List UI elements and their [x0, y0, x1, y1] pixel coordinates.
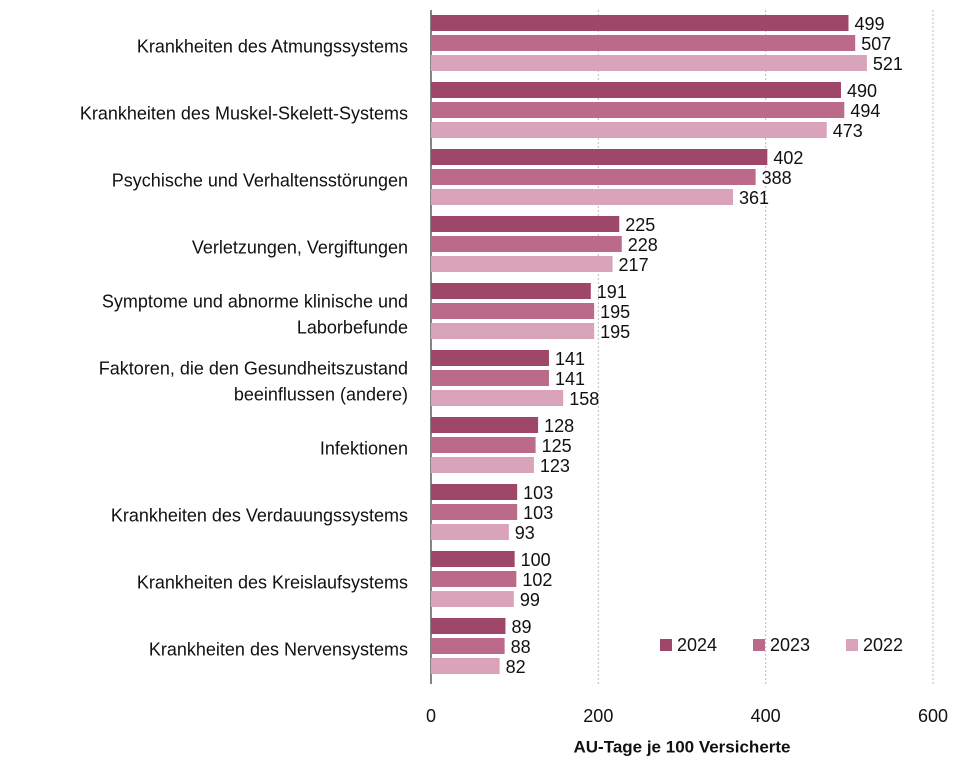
value-label: 141 [555, 369, 585, 389]
bar [431, 303, 595, 319]
value-label: 93 [515, 523, 535, 543]
bar [431, 122, 827, 138]
bar [431, 591, 514, 607]
value-label: 100 [521, 550, 551, 570]
y-tick-label: Laborbefunde [297, 317, 408, 337]
value-label: 388 [762, 168, 792, 188]
bar [431, 256, 613, 272]
bar [431, 189, 734, 205]
bar [431, 283, 591, 299]
bar [431, 323, 595, 339]
value-label: 473 [833, 121, 863, 141]
bar [431, 618, 506, 634]
bar [431, 437, 536, 453]
y-tick-label: Symptome und abnorme klinische und [102, 291, 408, 311]
value-label: 191 [597, 282, 627, 302]
value-label: 128 [544, 416, 574, 436]
y-tick-label: beeinflussen (andere) [234, 384, 408, 404]
legend-swatch [846, 639, 858, 651]
value-label: 494 [850, 101, 880, 121]
bar [431, 102, 845, 118]
legend-label: 2024 [677, 635, 717, 655]
y-tick-label: Krankheiten des Muskel-Skelett-Systems [80, 103, 408, 123]
value-label: 361 [739, 188, 769, 208]
bar [431, 390, 564, 406]
y-tick-label: Krankheiten des Atmungssystems [137, 36, 408, 56]
y-tick-label: Psychische und Verhaltensstörungen [112, 170, 408, 190]
value-label: 82 [506, 657, 526, 677]
bar [431, 484, 518, 500]
bar [431, 551, 515, 567]
value-label: 521 [873, 54, 903, 74]
value-label: 88 [511, 637, 531, 657]
bar [431, 236, 622, 252]
bar [431, 35, 856, 51]
bar [431, 82, 841, 98]
bar [431, 658, 500, 674]
x-tick-label: 400 [751, 706, 781, 726]
bar [431, 417, 539, 433]
value-label: 195 [600, 302, 630, 322]
x-tick-label: 600 [918, 706, 948, 726]
bar [431, 149, 768, 165]
y-tick-label: Faktoren, die den Gesundheitszustand [99, 358, 408, 378]
bar [431, 457, 534, 473]
legend-swatch [660, 639, 672, 651]
x-tick-label: 200 [583, 706, 613, 726]
legend-label: 2022 [863, 635, 903, 655]
bar [431, 15, 849, 31]
value-label: 141 [555, 349, 585, 369]
x-tick-label: 0 [426, 706, 436, 726]
bar [431, 524, 509, 540]
y-tick-label: Krankheiten des Nervensystems [149, 639, 408, 659]
y-tick-label: Infektionen [320, 438, 408, 458]
bar [431, 504, 518, 520]
bar [431, 169, 756, 185]
value-label: 102 [522, 570, 552, 590]
bar [431, 638, 505, 654]
bar [431, 216, 620, 232]
value-label: 103 [523, 503, 553, 523]
bar [431, 571, 517, 587]
bar [431, 370, 549, 386]
y-tick-label: Verletzungen, Vergiftungen [192, 237, 408, 257]
y-tick-label: Krankheiten des Verdauungssystems [111, 505, 408, 525]
value-label: 99 [520, 590, 540, 610]
value-label: 158 [569, 389, 599, 409]
value-label: 123 [540, 456, 570, 476]
bar [431, 55, 867, 71]
value-label: 195 [600, 322, 630, 342]
value-label: 507 [861, 34, 891, 54]
bar [431, 350, 549, 366]
legend-label: 2023 [770, 635, 810, 655]
value-label: 225 [625, 215, 655, 235]
value-label: 89 [511, 617, 531, 637]
x-axis-label: AU-Tage je 100 Versicherte [573, 737, 790, 756]
value-label: 499 [854, 14, 884, 34]
value-label: 490 [847, 81, 877, 101]
value-label: 217 [619, 255, 649, 275]
value-label: 125 [542, 436, 572, 456]
value-label: 103 [523, 483, 553, 503]
legend-swatch [753, 639, 765, 651]
value-label: 402 [773, 148, 803, 168]
value-label: 228 [628, 235, 658, 255]
y-tick-label: Krankheiten des Kreislaufsystems [137, 572, 408, 592]
